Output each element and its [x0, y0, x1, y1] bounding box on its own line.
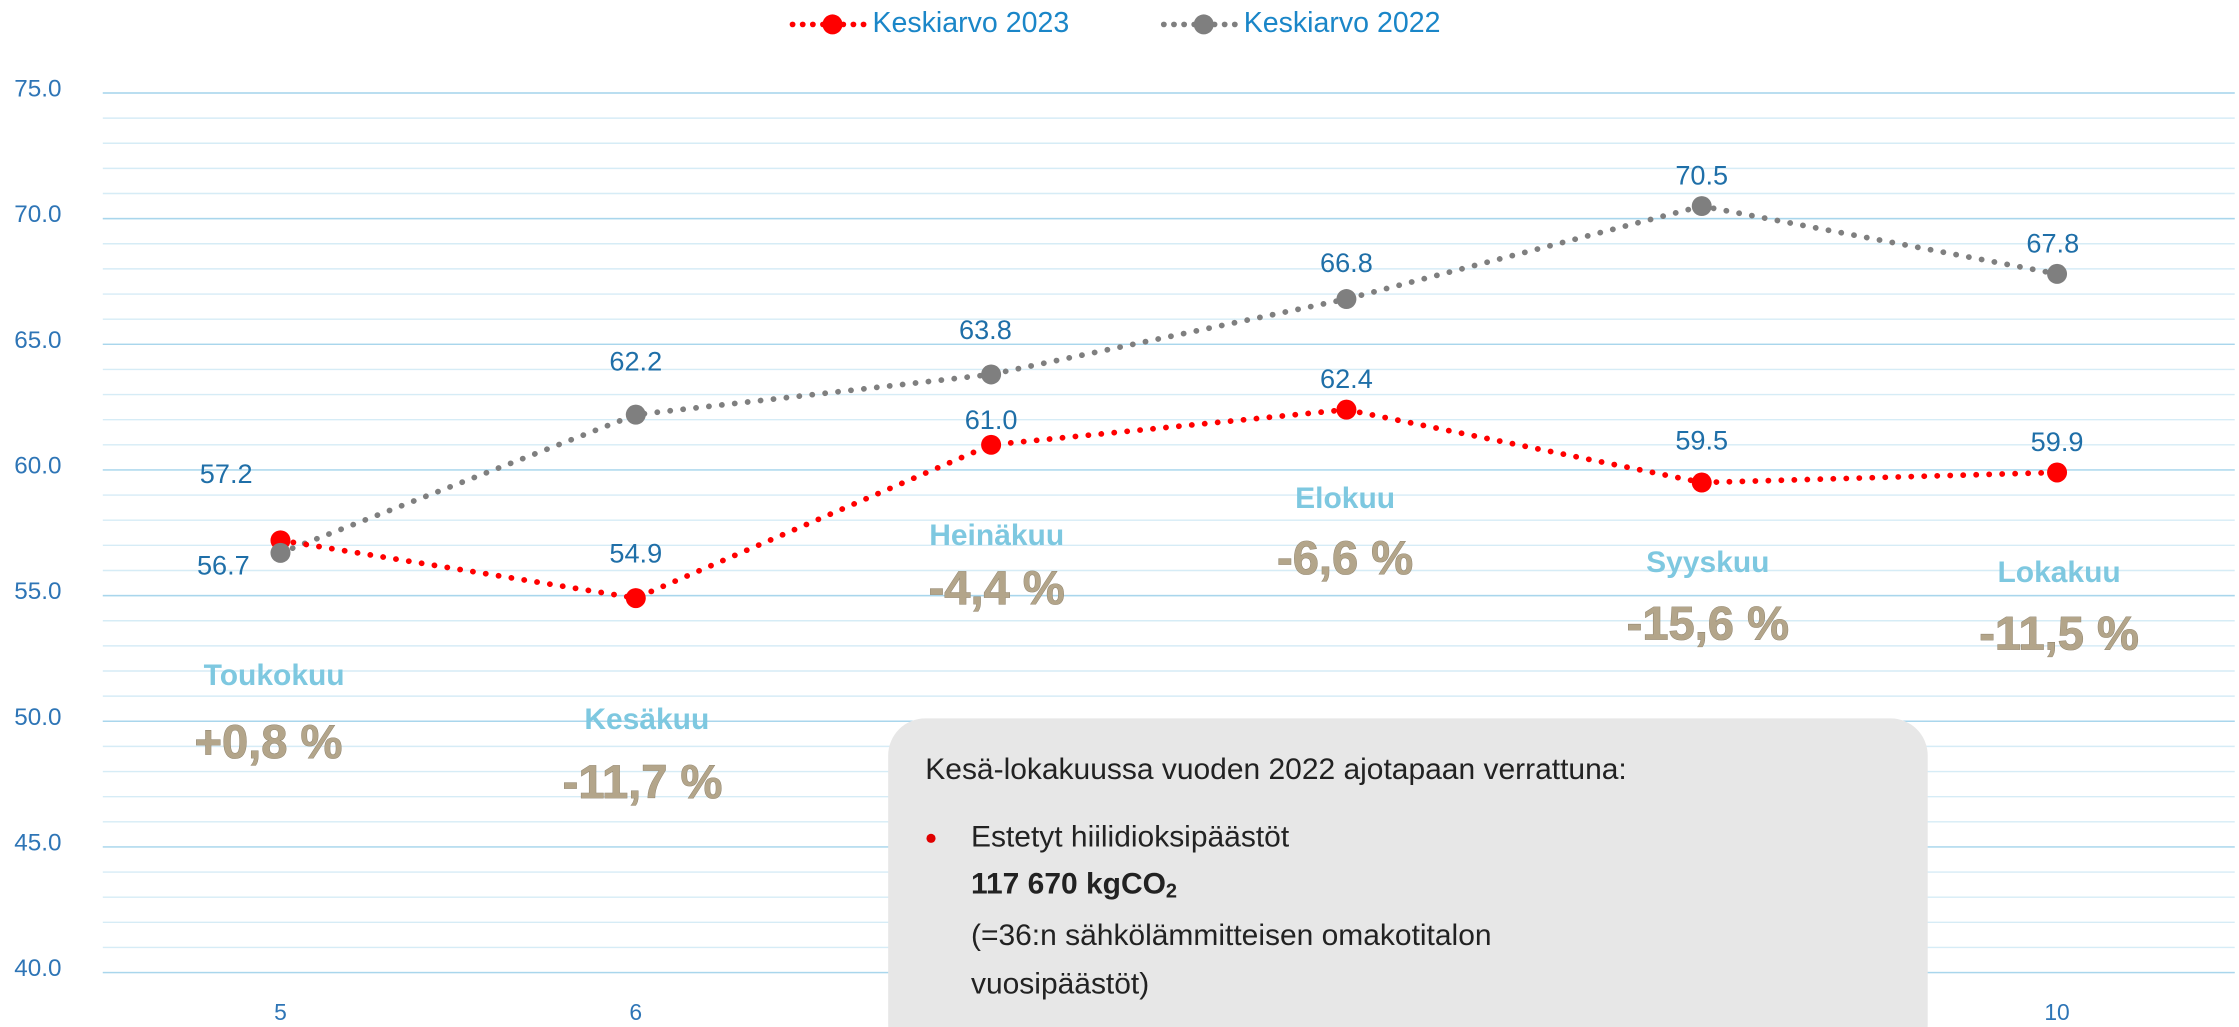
- data-label: 59.5: [1675, 425, 1728, 456]
- data-point: [1691, 196, 1712, 217]
- legend-marker: [1193, 14, 1214, 35]
- x-tick-label: 10: [2044, 999, 2069, 1025]
- data-label: 54.9: [609, 537, 662, 568]
- y-tick-label: 60.0: [14, 452, 61, 479]
- change-label: -6,6 %: [1277, 531, 1413, 584]
- y-tick-label: 40.0: [14, 955, 61, 982]
- data-label: 62.2: [609, 345, 662, 376]
- month-label: Elokuu: [1295, 482, 1395, 515]
- plot: Keskiarvo 2023 Keskiarvo 2022 57.2 54.9 61.0…: [197, 7, 2084, 609]
- data-point: [981, 434, 1002, 455]
- data-point: [625, 404, 646, 425]
- x-tick-label: 6: [629, 999, 642, 1025]
- legend-marker: [822, 14, 843, 35]
- note-bullet: Estetyt hiilidioksipäästöt: [971, 820, 1290, 853]
- y-tick-label: 50.0: [14, 704, 61, 731]
- month-label: Toukokuu: [204, 659, 345, 692]
- note-amount: 117 670 kgCO2: [971, 867, 1177, 902]
- series-line: [277, 406, 2060, 602]
- change-label: -4,4 %: [929, 561, 1065, 614]
- y-tick-label: 70.0: [14, 201, 61, 228]
- data-label: 59.9: [2031, 426, 2084, 457]
- data-label: 62.4: [1320, 363, 1373, 394]
- amount: 117 670 kgCO: [971, 867, 1166, 900]
- y-tick-label: 45.0: [14, 829, 61, 856]
- y-tick-label: 75.0: [14, 76, 61, 103]
- data-label: 61.0: [965, 404, 1018, 435]
- change-label: -11,7 %: [563, 755, 723, 808]
- data-label: 66.8: [1320, 247, 1373, 278]
- change-label: +0,8 %: [194, 715, 342, 768]
- note-box: Kesä-lokakuussa vuoden 2022 ajotapaan ve…: [888, 718, 1928, 1027]
- month-label: Lokakuu: [1997, 556, 2120, 589]
- data-point: [2047, 462, 2068, 483]
- note-background: [888, 718, 1928, 1027]
- month-label: Syyskuu: [1646, 546, 1769, 579]
- bullet: [926, 833, 936, 843]
- legend-label: Keskiarvo 2023: [872, 7, 1069, 39]
- data-point: [270, 542, 291, 563]
- data-label: 63.8: [959, 314, 1012, 345]
- note-line: vuosipäästöt): [971, 967, 1149, 1000]
- x-tick-label: 5: [274, 999, 287, 1025]
- legend-label: Keskiarvo 2022: [1244, 7, 1441, 39]
- data-point: [625, 588, 646, 609]
- data-point: [1336, 399, 1357, 420]
- y-tick-label: 55.0: [14, 578, 61, 605]
- data-point: [2047, 263, 2068, 284]
- data-label: 57.2: [200, 458, 253, 489]
- data-point: [1336, 289, 1357, 310]
- change-label: -11,5 %: [1979, 606, 2139, 659]
- y-tick-label: 65.0: [14, 327, 61, 354]
- data-point: [981, 364, 1002, 385]
- data-label: 70.5: [1675, 160, 1728, 191]
- month-label: Heinäkuu: [929, 519, 1064, 552]
- series-line: [277, 203, 2060, 556]
- note-heading: Kesä-lokakuussa vuoden 2022 ajotapaan ve…: [925, 753, 1626, 786]
- month-label: Kesäkuu: [584, 703, 709, 736]
- change-label: -15,6 %: [1627, 596, 1789, 649]
- annotations: Toukokuu +0,8 % Kesäkuu -11,7 % Heinäkuu -4,4…: [194, 482, 2139, 809]
- amount-sub: 2: [1166, 881, 1177, 903]
- data-label: 56.7: [197, 549, 250, 580]
- data-point: [1691, 472, 1712, 493]
- data-label: 67.8: [2026, 228, 2079, 259]
- note-line: (=36:n sähkölämmitteisen omakotitalon: [971, 919, 1492, 952]
